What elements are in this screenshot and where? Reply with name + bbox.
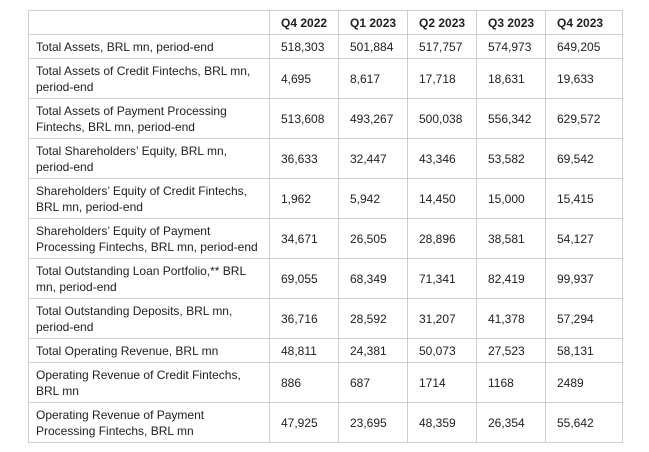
row-label: Total Assets of Credit Fintechs, BRL mn,…: [28, 58, 270, 99]
value-cell: 2489: [545, 362, 623, 403]
value-cell: 1,962: [269, 178, 339, 219]
column-header-q4-2023: Q4 2023: [545, 10, 623, 35]
value-cell: 17,718: [407, 58, 477, 99]
row-label: Total Shareholders’ Equity, BRL mn, peri…: [28, 138, 270, 179]
value-cell: 38,581: [476, 218, 546, 259]
value-cell: 36,633: [269, 138, 339, 179]
table-row: Total Operating Revenue, BRL mn 48,811 24,…: [28, 338, 623, 363]
value-cell: 26,505: [338, 218, 408, 259]
row-label: Total Operating Revenue, BRL mn: [28, 338, 270, 363]
header-row: Q4 2022 Q1 2023 Q2 2023 Q3 2023 Q4 2023: [28, 10, 623, 35]
value-cell: 50,073: [407, 338, 477, 363]
value-cell: 82,419: [476, 258, 546, 299]
corner-header-cell: [28, 10, 270, 35]
value-cell: 24,381: [338, 338, 408, 363]
row-label: Shareholders’ Equity of Payment Processi…: [28, 218, 270, 259]
value-cell: 513,608: [269, 98, 339, 139]
value-cell: 43,346: [407, 138, 477, 179]
value-cell: 19,633: [545, 58, 623, 99]
value-cell: 5,942: [338, 178, 408, 219]
value-cell: 556,342: [476, 98, 546, 139]
value-cell: 28,896: [407, 218, 477, 259]
value-cell: 15,415: [545, 178, 623, 219]
value-cell: 48,811: [269, 338, 339, 363]
column-header-q3-2023: Q3 2023: [476, 10, 546, 35]
value-cell: 32,447: [338, 138, 408, 179]
row-label: Total Assets, BRL mn, period-end: [28, 34, 270, 59]
column-header-q2-2023: Q2 2023: [407, 10, 477, 35]
table-row: Total Outstanding Deposits, BRL mn, peri…: [28, 298, 623, 339]
table-row: Shareholders’ Equity of Credit Fintechs,…: [28, 178, 623, 219]
value-cell: 629,572: [545, 98, 623, 139]
value-cell: 55,642: [545, 402, 623, 443]
row-label: Operating Revenue of Payment Processing …: [28, 402, 270, 443]
value-cell: 41,378: [476, 298, 546, 339]
value-cell: 48,359: [407, 402, 477, 443]
value-cell: 58,131: [545, 338, 623, 363]
value-cell: 500,038: [407, 98, 477, 139]
value-cell: 99,937: [545, 258, 623, 299]
value-cell: 53,582: [476, 138, 546, 179]
value-cell: 57,294: [545, 298, 623, 339]
value-cell: 28,592: [338, 298, 408, 339]
table-row: Shareholders’ Equity of Payment Processi…: [28, 218, 623, 259]
table-row: Total Assets of Payment Processing Finte…: [28, 98, 623, 139]
value-cell: 26,354: [476, 402, 546, 443]
value-cell: 68,349: [338, 258, 408, 299]
value-cell: 8,617: [338, 58, 408, 99]
table-row: Total Assets of Credit Fintechs, BRL mn,…: [28, 58, 623, 99]
column-header-q4-2022: Q4 2022: [269, 10, 339, 35]
value-cell: 23,695: [338, 402, 408, 443]
row-label: Total Assets of Payment Processing Finte…: [28, 98, 270, 139]
row-label: Total Outstanding Deposits, BRL mn, peri…: [28, 298, 270, 339]
table-body: Total Assets, BRL mn, period-end 518,303 5…: [28, 34, 623, 443]
table-row: Operating Revenue of Credit Fintechs, BR…: [28, 362, 623, 403]
row-label: Operating Revenue of Credit Fintechs, BR…: [28, 362, 270, 403]
value-cell: 47,925: [269, 402, 339, 443]
value-cell: 1168: [476, 362, 546, 403]
fintech-quarterly-financials-table: Q4 2022 Q1 2023 Q2 2023 Q3 2023 Q4 2023 Tota…: [28, 10, 623, 443]
value-cell: 687: [338, 362, 408, 403]
table-row: Total Assets, BRL mn, period-end 518,303 5…: [28, 34, 623, 59]
row-label: Total Outstanding Loan Portfolio,** BRL …: [28, 258, 270, 299]
value-cell: 27,523: [476, 338, 546, 363]
value-cell: 649,205: [545, 34, 623, 59]
value-cell: 1714: [407, 362, 477, 403]
value-cell: 14,450: [407, 178, 477, 219]
value-cell: 69,055: [269, 258, 339, 299]
value-cell: 15,000: [476, 178, 546, 219]
value-cell: 54,127: [545, 218, 623, 259]
value-cell: 493,267: [338, 98, 408, 139]
value-cell: 501,884: [338, 34, 408, 59]
value-cell: 69,542: [545, 138, 623, 179]
row-label: Shareholders’ Equity of Credit Fintechs,…: [28, 178, 270, 219]
value-cell: 518,303: [269, 34, 339, 59]
table-row: Total Shareholders’ Equity, BRL mn, peri…: [28, 138, 623, 179]
table-row: Operating Revenue of Payment Processing …: [28, 402, 623, 443]
column-header-q1-2023: Q1 2023: [338, 10, 408, 35]
value-cell: 71,341: [407, 258, 477, 299]
value-cell: 517,757: [407, 34, 477, 59]
table-row: Total Outstanding Loan Portfolio,** BRL …: [28, 258, 623, 299]
value-cell: 36,716: [269, 298, 339, 339]
value-cell: 31,207: [407, 298, 477, 339]
value-cell: 574,973: [476, 34, 546, 59]
value-cell: 4,695: [269, 58, 339, 99]
value-cell: 34,671: [269, 218, 339, 259]
value-cell: 886: [269, 362, 339, 403]
value-cell: 18,631: [476, 58, 546, 99]
